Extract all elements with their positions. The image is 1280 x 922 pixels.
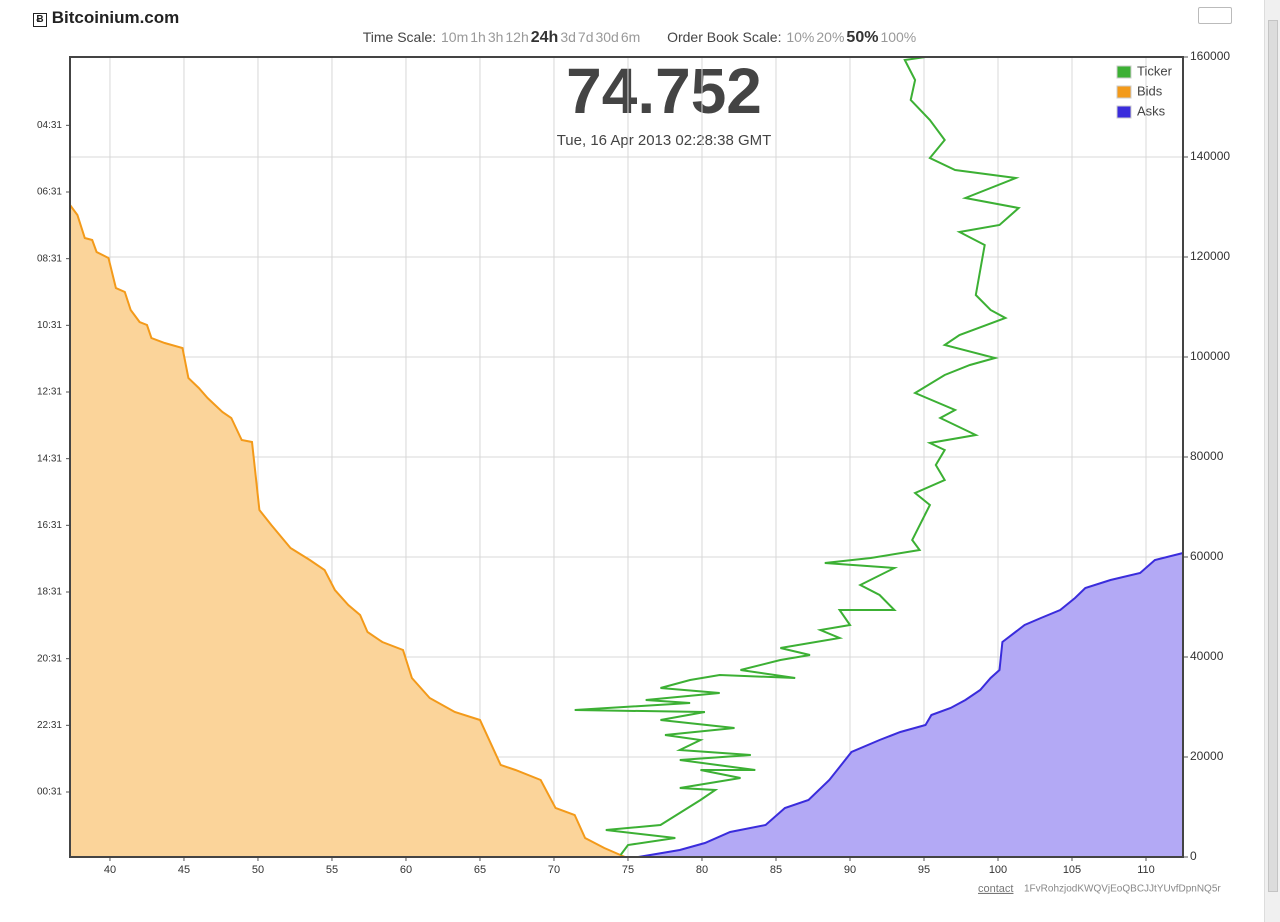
x-tick-label: 45 [178, 864, 190, 876]
y-tick-label: 20:31 [37, 653, 62, 664]
legend-label[interactable]: Bids [1137, 83, 1163, 98]
y2-tick-label: 40000 [1190, 649, 1224, 663]
legend-swatch [1116, 85, 1132, 99]
depth-area [70, 205, 625, 857]
x-tick-label: 55 [326, 864, 338, 876]
y-tick-label: 12:31 [37, 387, 62, 398]
y2-tick-label: 120000 [1190, 249, 1230, 263]
logo-icon: Ƀ [33, 13, 47, 27]
x-tick-label: 75 [622, 864, 634, 876]
scrollbar[interactable] [1264, 0, 1280, 922]
scale-option[interactable]: 30d [595, 29, 619, 45]
plot-frame [69, 56, 1184, 858]
y-tick-label: 08:31 [37, 253, 62, 264]
scale-option[interactable]: 3h [487, 29, 504, 45]
depth-line [638, 552, 1184, 858]
time-scale-label: Time Scale: [362, 29, 437, 45]
x-tick-label: 80 [696, 864, 708, 876]
scale-option[interactable]: 12h [505, 29, 529, 45]
scale-option[interactable]: 6m [620, 29, 641, 45]
y2-tick-label: 160000 [1190, 49, 1230, 63]
scale-option[interactable]: 24h [530, 29, 559, 46]
scale-option[interactable]: 1h [470, 29, 486, 45]
x-tick-label: 105 [1063, 864, 1081, 876]
scale-option[interactable]: 50% [846, 29, 879, 46]
site-name: Bitcoinium.com [51, 8, 180, 27]
y-tick-label: 18:31 [37, 587, 62, 598]
menu-button[interactable] [1198, 7, 1232, 24]
scale-option[interactable]: 10% [786, 29, 815, 45]
x-tick-label: 40 [104, 864, 116, 876]
x-tick-label: 65 [474, 864, 486, 876]
x-tick-label: 110 [1137, 864, 1155, 876]
y2-tick-label: 100000 [1190, 349, 1230, 363]
x-tick-label: 90 [844, 864, 856, 876]
legend-swatch [1116, 105, 1132, 119]
y-tick-label: 22:31 [37, 720, 62, 731]
y2-tick-label: 60000 [1190, 549, 1224, 563]
logo[interactable]: Ƀ Bitcoinium.com [33, 8, 179, 28]
y2-tick-label: 0 [1190, 849, 1197, 863]
y-tick-label: 10:31 [37, 320, 62, 331]
plot-marks [69, 56, 1184, 858]
legend-label[interactable]: Ticker [1137, 63, 1173, 78]
depth-line [69, 204, 626, 858]
legend-label[interactable]: Asks [1137, 103, 1166, 118]
depth-area [638, 553, 1183, 857]
time-scales: 10m 1h 3h 12h 24h 3d 7d 30d 6m [440, 29, 641, 46]
order-book-label: Order Book Scale: [667, 29, 782, 45]
contact-link[interactable]: contact [978, 883, 1013, 895]
y-tick-label: 14:31 [37, 453, 62, 464]
scale-option[interactable]: 7d [577, 29, 594, 45]
scale-bar: Time Scale: 10m 1h 3h 12h 24h 3d 7d 30d 6m Order… [0, 29, 1280, 47]
donation-address: 1FvRohzjodKWQVjEoQBCJJtYUvfDpnNQ5r [1024, 884, 1221, 895]
ticker-line [574, 56, 1021, 856]
scale-option[interactable]: 100% [880, 29, 917, 45]
x-tick-label: 100 [989, 864, 1007, 876]
x-tick-label: 85 [770, 864, 782, 876]
y-tick-label: 04:31 [37, 120, 62, 131]
scroll-thumb[interactable] [1268, 20, 1278, 892]
legend-swatch [1116, 65, 1132, 79]
scale-option[interactable]: 3d [560, 29, 576, 45]
last-price: 74.752 [566, 55, 762, 127]
x-tick-label: 95 [918, 864, 930, 876]
y-tick-label: 16:31 [37, 520, 62, 531]
order-book-scales: 10% 20% 50% 100% [785, 29, 917, 46]
x-tick-label: 70 [548, 864, 560, 876]
y-tick-label: 00:31 [37, 787, 62, 798]
scale-option[interactable]: 10m [441, 29, 469, 45]
y2-tick-label: 20000 [1190, 749, 1224, 763]
x-tick-label: 60 [400, 864, 412, 876]
y2-tick-label: 80000 [1190, 449, 1224, 463]
timestamp: Tue, 16 Apr 2013 02:28:38 GMT [557, 132, 772, 149]
y2-tick-label: 140000 [1190, 149, 1230, 163]
y-tick-label: 06:31 [37, 187, 62, 198]
scale-option[interactable]: 20% [816, 29, 845, 45]
x-tick-label: 50 [252, 864, 264, 876]
